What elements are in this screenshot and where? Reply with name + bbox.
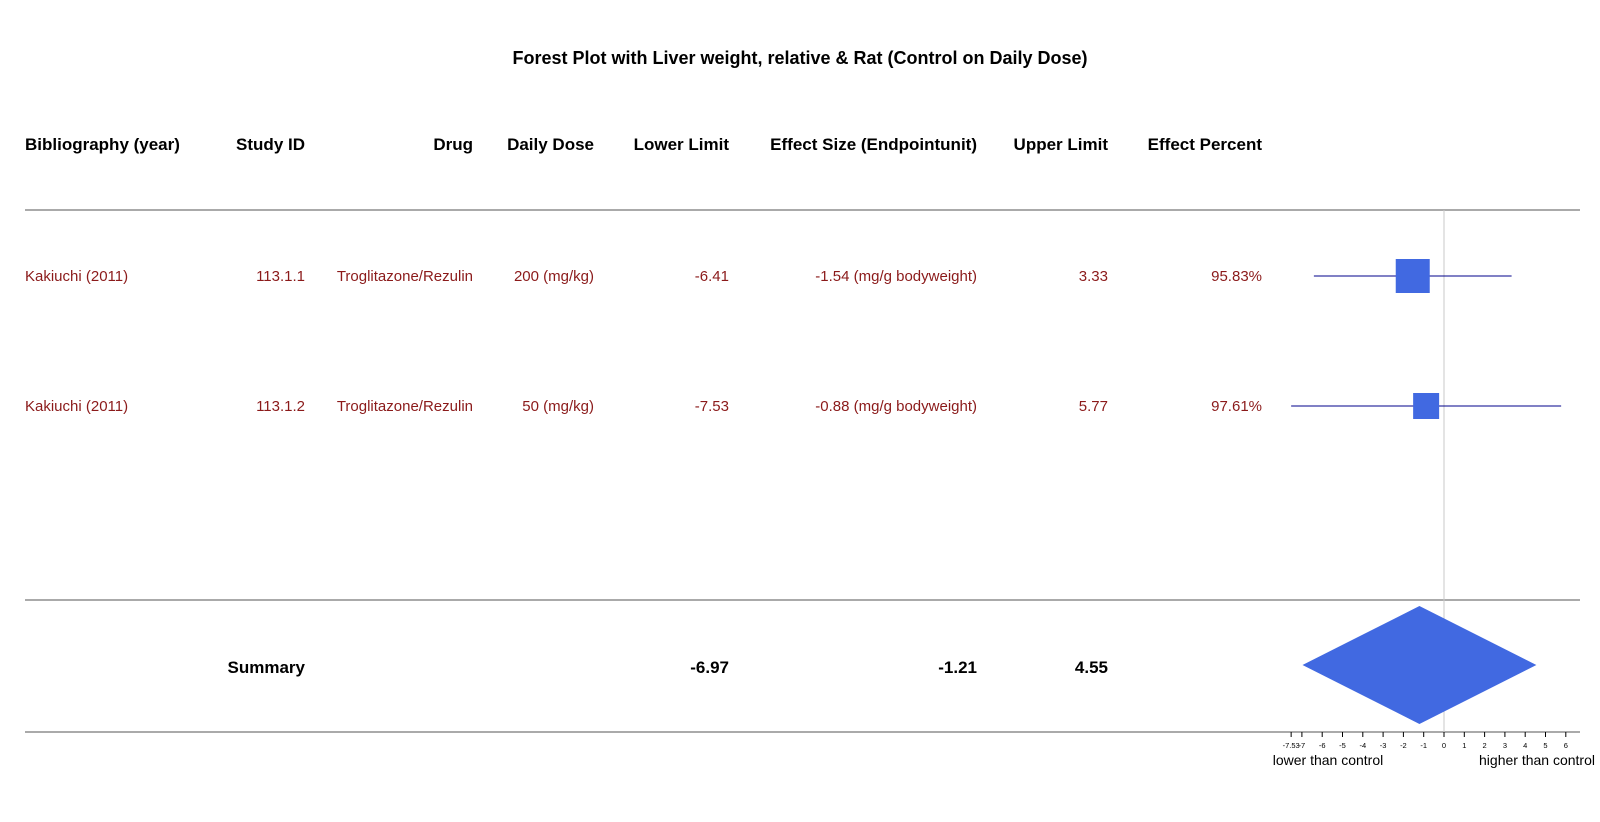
x-tick-label: -7.53 [1283, 741, 1300, 750]
x-tick-label: 4 [1523, 741, 1527, 750]
row-upper: 3.33 [1079, 268, 1108, 285]
x-tick-label: -4 [1359, 741, 1366, 750]
row-upper: 5.77 [1079, 398, 1108, 415]
x-tick-label: 5 [1543, 741, 1547, 750]
row-drug: Troglitazone/Rezulin [337, 268, 473, 285]
header-effect-size: Effect Size (Endpointunit) [770, 135, 977, 154]
axis-lower-label: lower than control [1273, 752, 1384, 768]
row-effect: -0.88 (mg/g bodyweight) [815, 398, 977, 415]
row-lower: -7.53 [695, 398, 729, 415]
x-tick-label: -5 [1339, 741, 1346, 750]
x-tick-label: -6 [1319, 741, 1326, 750]
header-bibliography: Bibliography (year) [25, 135, 180, 154]
x-tick-label: -3 [1380, 741, 1387, 750]
table-row: Kakiuchi (2011) 113.1.1 Troglitazone/Rez… [25, 268, 1262, 285]
x-tick-label: 3 [1503, 741, 1507, 750]
row-study-id: 113.1.1 [256, 268, 305, 285]
x-tick-label: 6 [1564, 741, 1568, 750]
header-lower-limit: Lower Limit [634, 135, 730, 154]
row-dose: 50 (mg/kg) [522, 398, 594, 415]
summary-row: Summary -6.97 -1.21 4.55 [228, 658, 1108, 677]
x-tick-label: 2 [1483, 741, 1487, 750]
summary-lower: -6.97 [690, 658, 729, 677]
plot-marks [1291, 210, 1562, 732]
row-study-id: 113.1.2 [256, 398, 305, 415]
chart-title: Forest Plot with Liver weight, relative … [512, 48, 1087, 68]
row-drug: Troglitazone/Rezulin [337, 398, 473, 415]
table-row: Kakiuchi (2011) 113.1.2 Troglitazone/Rez… [25, 398, 1262, 415]
x-tick-label: 1 [1462, 741, 1466, 750]
header-effect-percent: Effect Percent [1148, 135, 1263, 154]
summary-upper: 4.55 [1075, 658, 1108, 677]
header-drug: Drug [433, 135, 473, 154]
row-dose: 200 (mg/kg) [514, 268, 594, 285]
summary-label: Summary [228, 658, 306, 677]
column-headers: Bibliography (year) Study ID Drug Daily … [25, 135, 1262, 154]
axis-upper-label: higher than control [1479, 752, 1595, 768]
x-tick-label: -2 [1400, 741, 1407, 750]
row-lower: -6.41 [695, 268, 729, 285]
effect-box [1395, 259, 1430, 293]
x-tick-label: 0 [1442, 741, 1446, 750]
row-effect: -1.54 (mg/g bodyweight) [815, 268, 977, 285]
x-axis: -7.53-7 -6 -5 -4 -3 -2 -1 0 1 2 3 4 5 6 [1283, 732, 1568, 750]
header-study-id: Study ID [236, 135, 305, 154]
row-percent: 97.61% [1211, 398, 1262, 415]
summary-diamond [1302, 606, 1537, 724]
effect-box [1413, 393, 1440, 419]
x-tick-label: -7 [1299, 741, 1306, 750]
header-daily-dose: Daily Dose [507, 135, 594, 154]
row-bibliography: Kakiuchi (2011) [25, 398, 128, 415]
row-bibliography: Kakiuchi (2011) [25, 268, 128, 285]
summary-effect: -1.21 [938, 658, 977, 677]
x-tick-label: -1 [1420, 741, 1427, 750]
header-upper-limit: Upper Limit [1014, 135, 1109, 154]
row-percent: 95.83% [1211, 268, 1262, 285]
